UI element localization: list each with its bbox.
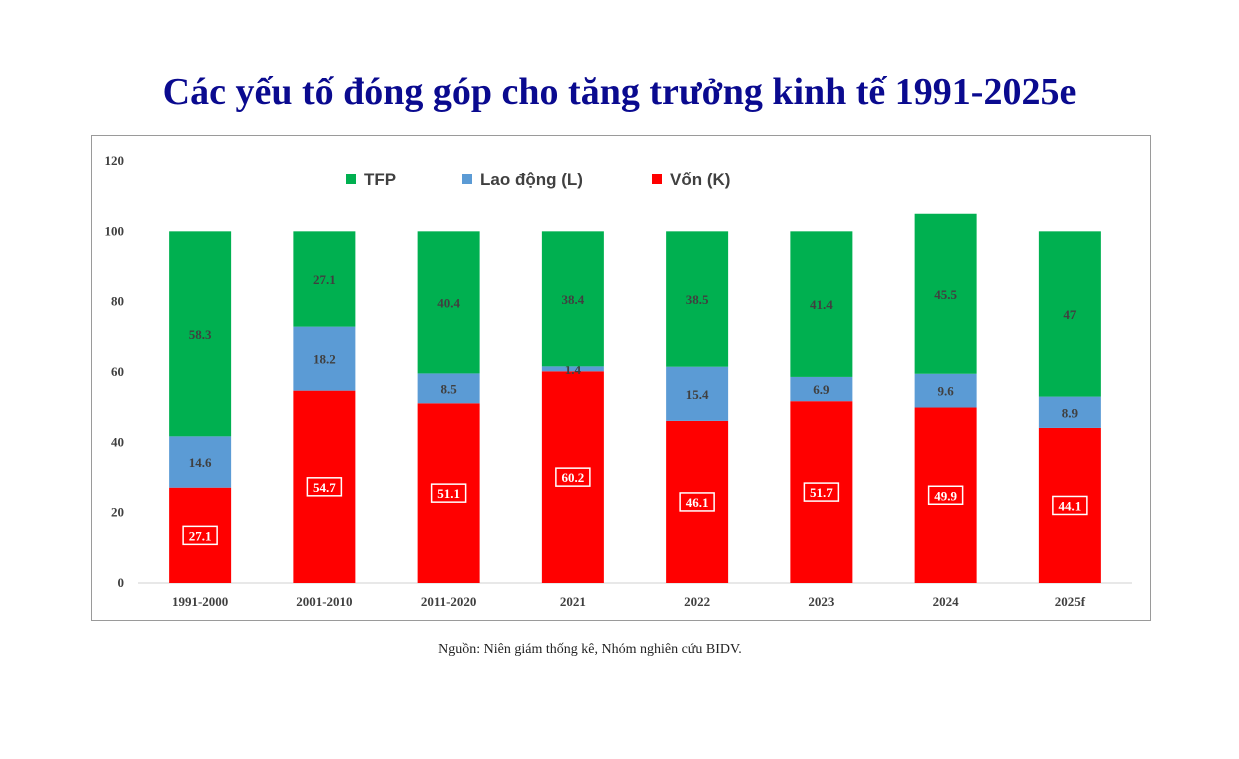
data-label-box: [803, 482, 840, 502]
data-label: 58.3: [189, 327, 212, 342]
x-tick-label: 2001-2010: [296, 594, 352, 609]
x-tick-label: 2011-2020: [421, 594, 477, 609]
chart-area: 0 20 40 60 80 100 120 27.1 14.6 58.3 1991-2000 54.7…: [91, 135, 1151, 621]
data-label: 46.1: [686, 495, 709, 510]
bar-segment: [790, 401, 853, 583]
bar-segment: [541, 366, 604, 372]
data-label: 41.4: [810, 297, 833, 312]
x-tick-label: 2024: [933, 594, 960, 609]
data-label-box: [306, 477, 343, 497]
bar-segment: [417, 403, 480, 583]
data-label: 18.2: [313, 352, 336, 367]
data-label: 8.9: [1062, 405, 1079, 420]
x-tick-label: 2021: [560, 594, 586, 609]
data-label: 51.7: [810, 485, 833, 500]
data-label: 8.5: [441, 381, 458, 396]
bar-segment: [169, 487, 232, 583]
data-label-box: [182, 525, 218, 546]
data-label: 27.1: [189, 528, 212, 543]
bar-segment: [666, 366, 729, 421]
bar-segment: [914, 373, 977, 408]
data-label: 47: [1063, 307, 1077, 322]
legend-label: Lao động (L): [480, 170, 583, 189]
bar-segment: [1038, 231, 1101, 397]
data-label: 49.9: [934, 488, 957, 503]
data-label: 14.6: [189, 455, 212, 470]
data-label: 27.1: [313, 272, 336, 287]
bar-segment: [293, 326, 356, 391]
legend-swatch: [346, 174, 356, 184]
bar-segment: [666, 420, 729, 583]
bar-segment: [541, 231, 604, 367]
data-label: 38.5: [686, 292, 709, 307]
data-label-box: [1052, 495, 1088, 516]
bar-segment: [417, 373, 480, 404]
source-note: Nguồn: Niên giám thống kê, Nhóm nghiên c…: [438, 642, 742, 657]
stacked-bar-chart: 0 20 40 60 80 100 120 27.1 14.6 58.3 1991-2000 54.7…: [105, 153, 1132, 609]
y-tick-label: 100: [105, 223, 125, 238]
bar-segment: [666, 231, 729, 367]
y-tick-label: 120: [105, 153, 125, 168]
legend-label: TFP: [364, 170, 396, 189]
data-label: 45.5: [934, 287, 957, 302]
x-tick-label: 1991-2000: [172, 594, 228, 609]
y-tick-label: 40: [111, 434, 124, 449]
bar-segment: [790, 376, 853, 402]
legend-swatch: [462, 174, 472, 184]
data-label: 40.4: [437, 295, 460, 310]
data-label: 51.1: [437, 486, 460, 501]
data-label: 15.4: [686, 387, 709, 402]
data-label: 9.6: [938, 384, 955, 399]
bar-segment: [1038, 427, 1101, 583]
bar-segment: [541, 371, 604, 583]
bar-segment: [914, 213, 977, 374]
y-tick-label: 0: [118, 575, 125, 590]
data-label: 38.4: [562, 292, 585, 307]
data-label-box: [679, 492, 715, 512]
x-tick-label: 2025f: [1055, 594, 1086, 609]
legend-swatch: [652, 174, 662, 184]
bar-segment: [417, 231, 480, 374]
data-label-box: [430, 483, 467, 503]
bar-segment: [914, 407, 977, 583]
data-label: 44.1: [1059, 498, 1082, 513]
y-tick-label: 20: [111, 505, 124, 520]
y-tick-label: 80: [111, 294, 124, 309]
data-label-box: [927, 485, 964, 506]
data-label: 60.2: [562, 470, 585, 485]
y-tick-label: 60: [111, 364, 124, 379]
data-label: 54.7: [313, 480, 336, 495]
x-tick-label: 2022: [684, 594, 710, 609]
bar-segment: [1038, 396, 1101, 428]
bar-segment: [293, 390, 356, 583]
data-label-box: [555, 467, 591, 487]
bar-segment: [293, 231, 356, 327]
x-tick-label: 2023: [808, 594, 835, 609]
bar-segment: [790, 231, 853, 377]
bar-segment: [169, 231, 232, 437]
bar-segment: [169, 436, 232, 488]
legend-label: Vốn (K): [670, 170, 730, 189]
data-label: 6.9: [813, 382, 830, 397]
chart-title: Các yếu tố đóng góp cho tăng trưởng kinh…: [162, 71, 1077, 113]
